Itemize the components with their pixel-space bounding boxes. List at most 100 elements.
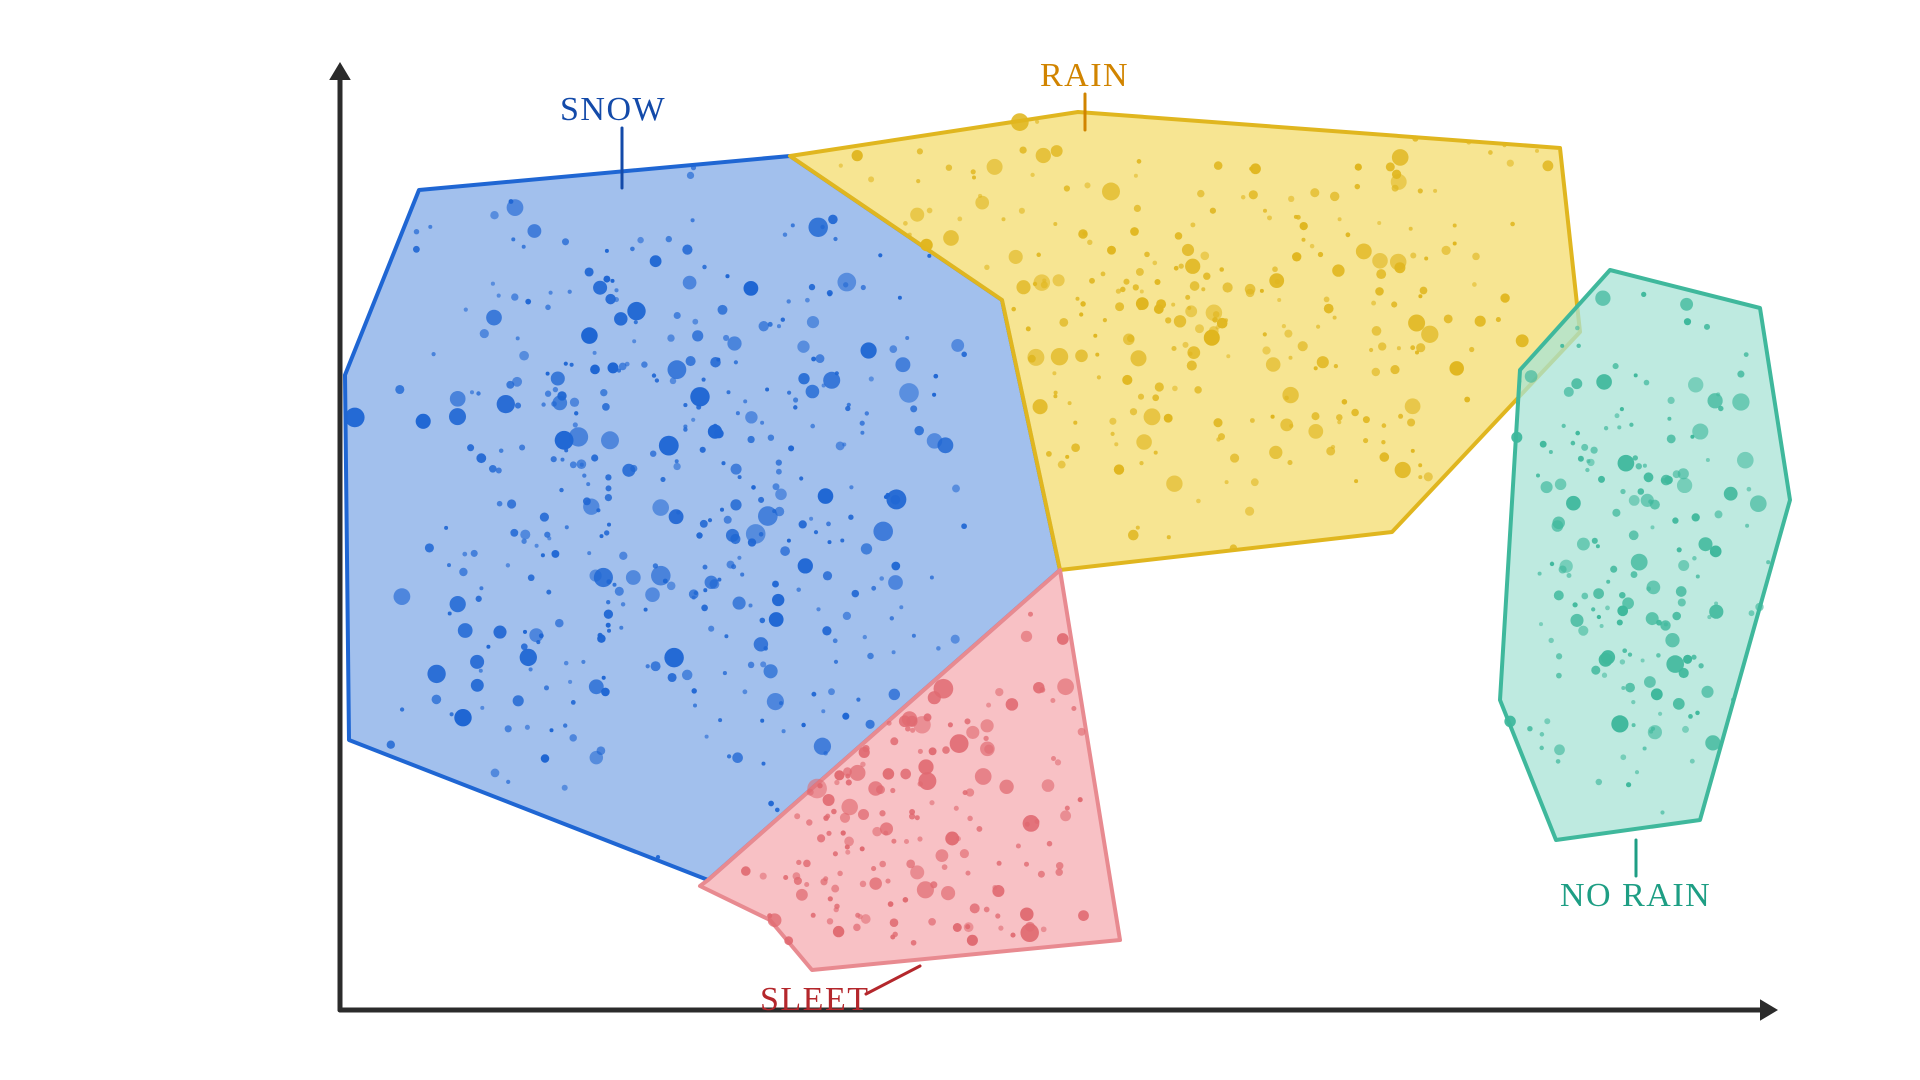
dot xyxy=(760,719,764,723)
dot xyxy=(561,458,565,462)
dot xyxy=(1171,346,1176,351)
dot xyxy=(612,583,616,587)
dot xyxy=(768,322,773,327)
dot xyxy=(1716,392,1720,396)
dot xyxy=(834,770,844,780)
dot xyxy=(730,499,741,510)
dot xyxy=(1701,686,1713,698)
dot xyxy=(1416,343,1425,352)
dot xyxy=(781,318,785,322)
dot xyxy=(855,913,860,918)
dot xyxy=(1749,610,1755,616)
dot xyxy=(570,398,579,407)
dot xyxy=(885,879,890,884)
dot xyxy=(1631,571,1638,578)
dot xyxy=(1021,631,1032,642)
dot xyxy=(489,465,497,473)
dot xyxy=(1196,499,1201,504)
dot xyxy=(869,877,882,890)
dot xyxy=(1709,605,1723,619)
dot xyxy=(732,752,743,763)
dot xyxy=(1552,520,1564,532)
dot xyxy=(459,568,467,576)
dot xyxy=(850,765,866,781)
dot xyxy=(458,623,473,638)
dot xyxy=(811,357,816,362)
dot xyxy=(759,321,769,331)
dot xyxy=(899,383,919,403)
dot xyxy=(1182,342,1188,348)
dot xyxy=(1631,700,1635,704)
dot xyxy=(823,794,835,806)
dot xyxy=(1351,409,1359,417)
dot xyxy=(1197,190,1204,197)
dot xyxy=(929,800,934,805)
dot xyxy=(476,596,482,602)
dot xyxy=(1115,302,1124,311)
dot xyxy=(570,461,577,468)
dot xyxy=(1612,509,1620,517)
dot xyxy=(497,395,515,413)
dot xyxy=(787,539,791,543)
dot xyxy=(511,237,515,241)
dot xyxy=(972,175,976,179)
dot xyxy=(1549,638,1554,643)
dot xyxy=(964,718,970,724)
dot xyxy=(432,695,442,705)
dot xyxy=(1766,560,1770,564)
dot xyxy=(872,827,882,837)
dot xyxy=(1407,418,1415,426)
dot xyxy=(627,302,645,320)
dot xyxy=(1087,240,1092,245)
dot xyxy=(999,780,1013,794)
dot xyxy=(541,402,545,406)
dot xyxy=(1047,841,1053,847)
dot xyxy=(1078,229,1088,239)
dot xyxy=(776,469,782,475)
dot xyxy=(840,538,844,542)
dot xyxy=(1745,524,1749,528)
dot xyxy=(760,618,766,624)
dot xyxy=(966,726,979,739)
dot xyxy=(574,411,578,415)
dot xyxy=(1284,330,1292,338)
dot xyxy=(1026,326,1031,331)
dot xyxy=(853,924,861,932)
dot xyxy=(742,689,747,694)
dot xyxy=(895,357,910,372)
dot xyxy=(1592,538,1598,544)
dot xyxy=(1116,289,1121,294)
dot xyxy=(1449,361,1464,376)
dot xyxy=(1078,910,1089,921)
dot xyxy=(470,390,474,394)
dot xyxy=(1392,185,1399,192)
dot xyxy=(868,781,883,796)
dot xyxy=(555,619,564,628)
dot xyxy=(788,445,794,451)
dot xyxy=(794,813,800,819)
dot xyxy=(1144,408,1161,425)
dot xyxy=(1226,354,1230,358)
dot xyxy=(1575,326,1579,330)
dot xyxy=(1696,574,1700,578)
dot xyxy=(1201,287,1205,291)
dot xyxy=(519,351,529,361)
dot xyxy=(1604,426,1608,430)
dot xyxy=(827,918,833,924)
dot xyxy=(565,525,569,529)
dot xyxy=(1064,185,1070,191)
dot xyxy=(1046,451,1052,457)
dot xyxy=(1625,683,1635,693)
dot xyxy=(998,925,1003,930)
dot xyxy=(1028,612,1033,617)
dot xyxy=(1666,655,1684,673)
dot xyxy=(1097,375,1101,379)
dot xyxy=(1562,424,1566,428)
dot xyxy=(448,612,452,616)
dot xyxy=(676,510,680,514)
dot xyxy=(606,600,610,604)
dot xyxy=(917,836,922,841)
dot xyxy=(659,436,679,456)
dot xyxy=(603,276,610,283)
dot xyxy=(915,815,920,820)
